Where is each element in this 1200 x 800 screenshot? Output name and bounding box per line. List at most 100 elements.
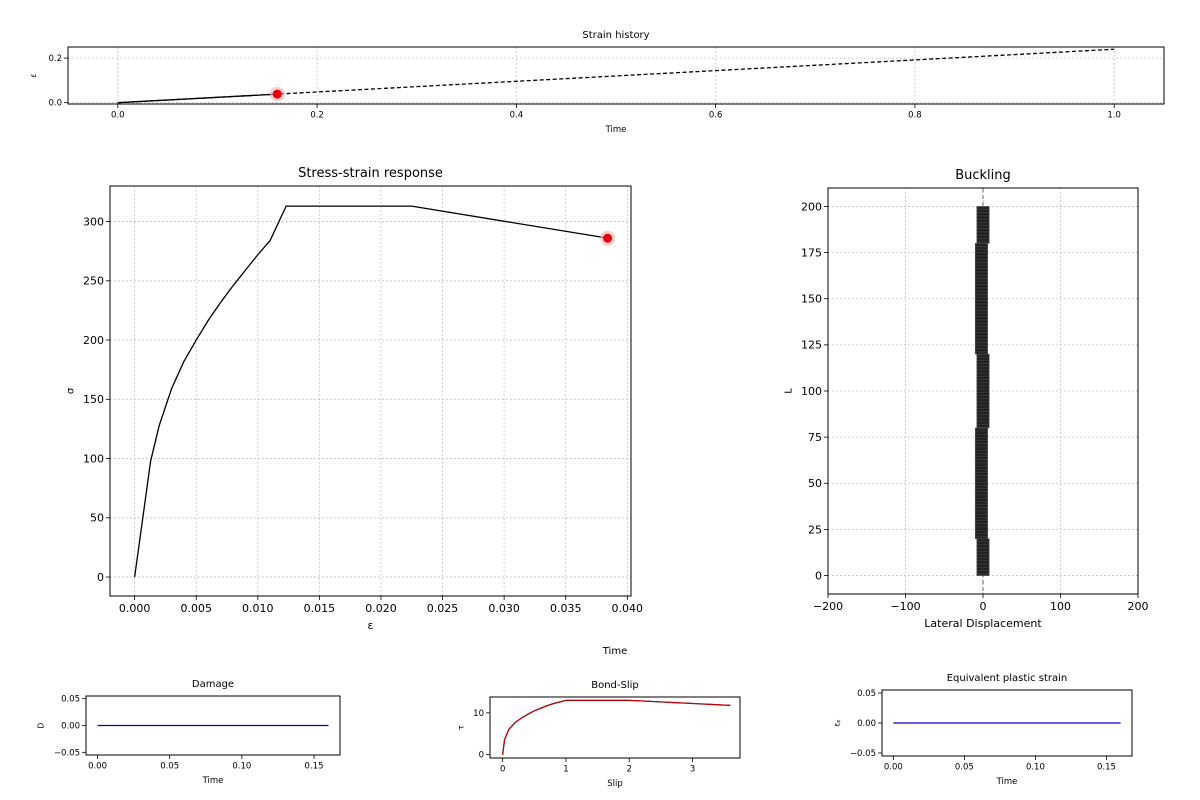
x-axis-label: Time — [605, 125, 627, 135]
x-tick-label: 0.15 — [1097, 763, 1116, 773]
y-tick-label: 0.2 — [48, 54, 62, 64]
current-point-marker — [603, 233, 613, 243]
x-tick-label: 0.05 — [955, 763, 974, 773]
bond-slip-chart: 0 1 2 3 0 10 Bond-Slip Slip τ — [456, 680, 741, 789]
y-tick-label: 0 — [97, 571, 104, 584]
series-line-2 — [117, 93, 278, 104]
y-tick-label: 25 — [808, 523, 822, 536]
y-tick-label: 300 — [83, 215, 104, 228]
x-tick-label: −100 — [890, 600, 920, 613]
x-tick-label: 0.00 — [88, 762, 107, 772]
x-tick-label: 0.005 — [180, 602, 212, 615]
series-line-1 — [133, 205, 608, 578]
y-axis-label: εₚ — [833, 719, 842, 726]
chart-title: Bond-Slip — [591, 680, 639, 691]
x-tick-label: 0.025 — [427, 602, 459, 615]
chart-title: Damage — [192, 679, 234, 690]
y-axis-label: σ — [66, 388, 77, 394]
x-tick-label: 1 — [563, 765, 568, 775]
x-tick-label: 0.015 — [304, 602, 336, 615]
stress-strain-chart: 0.000 0.005 0.010 0.015 0.020 0.025 0.030 0.035… — [66, 166, 644, 632]
plot-area — [490, 697, 740, 758]
x-tick-label: 0.10 — [232, 762, 251, 772]
y-tick-label: 200 — [83, 334, 104, 347]
y-tick-label: 150 — [83, 393, 104, 406]
buckling-element — [974, 427, 988, 539]
damage-chart: 0.00 0.05 0.10 0.15 −0.05 0.00 0.05 Damage Time D — [37, 679, 341, 786]
current-point-marker — [272, 89, 282, 99]
chart-title: Strain history — [582, 30, 649, 41]
strain-history-chart: 0.0 0.2 0.4 0.6 0.8 1.0 0.0 0.2 Strain history Ti… — [29, 30, 1165, 135]
x-tick-label: 200 — [1128, 600, 1149, 613]
axes-frame — [489, 696, 741, 759]
buckling-element — [976, 206, 990, 244]
y-tick-label: 0.0 — [48, 99, 62, 109]
x-axis-label: Time — [202, 776, 224, 786]
x-tick-label: 0.00 — [884, 763, 903, 773]
y-tick-label: 100 — [801, 385, 822, 398]
series-line-2 — [502, 699, 731, 755]
equivalent-plastic-strain-chart: 0.00 0.05 0.10 0.15 −0.05 0.00 0.05 Equivalent … — [833, 673, 1133, 787]
overlapping-time-label: Time — [602, 646, 627, 657]
y-tick-label: 0.00 — [61, 721, 80, 731]
grid — [110, 186, 631, 596]
x-tick-label: 1.0 — [1107, 111, 1121, 121]
y-tick-label: 50 — [90, 512, 104, 525]
x-tick-label: 0.05 — [160, 762, 179, 772]
y-tick-label: 0 — [479, 751, 484, 761]
x-tick-label: 0.8 — [908, 111, 922, 121]
x-tick-label: −200 — [813, 600, 843, 613]
x-tick-label: 0.040 — [612, 602, 644, 615]
y-tick-label: 100 — [83, 452, 104, 465]
y-tick-label: 0 — [815, 569, 822, 582]
y-tick-label: 0.00 — [857, 719, 876, 729]
buckling-element — [976, 353, 990, 429]
plot-area — [110, 186, 631, 596]
y-tick-label: −0.05 — [54, 748, 80, 758]
y-tick-label: 150 — [801, 293, 822, 306]
x-axis-label: Lateral Displacement — [924, 617, 1042, 630]
chart-title: Buckling — [955, 168, 1011, 183]
y-tick-label: 250 — [83, 275, 104, 288]
y-tick-label: 200 — [801, 200, 822, 213]
buckling-element — [976, 538, 990, 576]
x-tick-label: 0.2 — [310, 111, 324, 121]
x-tick-label: 0 — [980, 600, 987, 613]
x-tick-label: 0.6 — [709, 111, 723, 121]
y-axis-label: D — [37, 722, 46, 728]
x-tick-label: 0.030 — [488, 602, 520, 615]
grid — [68, 47, 1164, 104]
y-axis-label: ε — [29, 73, 38, 77]
y-axis-label: τ — [456, 725, 465, 730]
y-tick-label: 0.05 — [857, 689, 876, 699]
x-tick-label: 100 — [1050, 600, 1071, 613]
x-tick-label: 3 — [690, 765, 695, 775]
x-tick-label: 0.010 — [242, 602, 274, 615]
y-tick-label: −0.05 — [850, 749, 876, 759]
y-tick-label: 10 — [473, 709, 484, 719]
x-tick-label: 0.10 — [1026, 763, 1045, 773]
chart-title: Equivalent plastic strain — [947, 673, 1068, 684]
x-axis-label: Slip — [607, 779, 623, 789]
y-tick-label: 175 — [801, 246, 822, 259]
x-tick-label: 0.000 — [119, 602, 151, 615]
y-tick-label: 75 — [808, 431, 822, 444]
x-tick-label: 0.15 — [305, 762, 324, 772]
y-tick-label: 0.05 — [61, 695, 80, 705]
plot-area — [68, 47, 1164, 104]
chart-title: Stress-strain response — [298, 166, 443, 181]
x-tick-label: 2 — [627, 765, 632, 775]
x-tick-label: 0.020 — [365, 602, 397, 615]
x-axis-label: ε — [368, 619, 374, 632]
y-tick-label: 50 — [808, 477, 822, 490]
y-tick-label: 125 — [801, 339, 822, 352]
x-tick-label: 0 — [500, 765, 505, 775]
axes-frame — [67, 46, 1165, 105]
buckling-element — [974, 243, 988, 355]
buckling-chart: −200 −100 0 100 200 0 25 50 75 100 125 150 175 200 Buc… — [784, 168, 1149, 630]
x-axis-label: Time — [996, 777, 1018, 787]
y-axis-label: L — [784, 388, 795, 394]
axes-frame — [109, 185, 632, 597]
x-tick-label: 0.035 — [550, 602, 582, 615]
